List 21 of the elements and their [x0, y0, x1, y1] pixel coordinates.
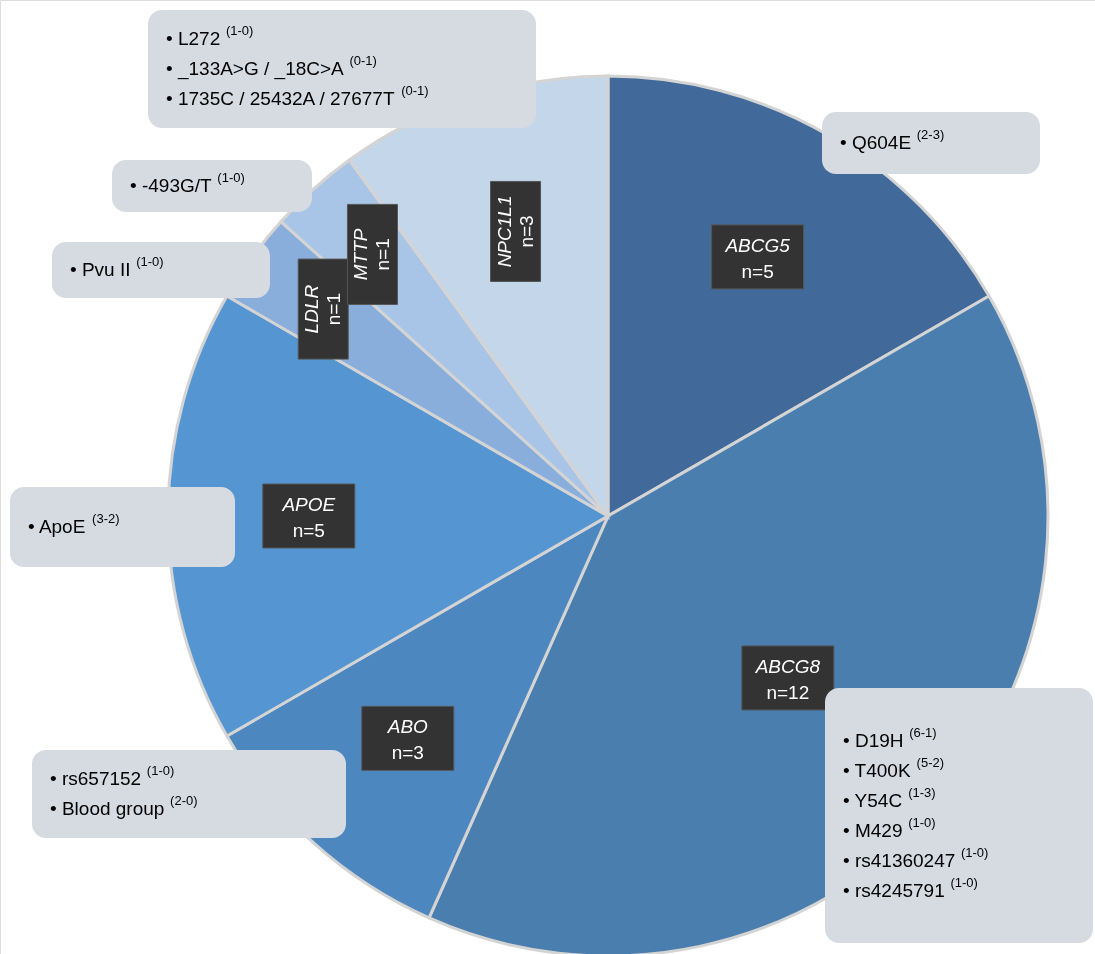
text: • ApoE (3-2): [28, 511, 120, 537]
text: • D19H (6-1) • T400K (5-2) • Y54C (1-3) • M429 (1-0) • rs41360247 (1-0) • rs4245791 (1-0): [843, 724, 989, 901]
slice-label: MTTP: [350, 228, 372, 281]
slice-label: ABCG5: [724, 234, 791, 256]
slice-label: LDLR: [301, 284, 323, 334]
data-label: n=12: [766, 681, 810, 703]
data-label: n=3: [391, 742, 424, 764]
data-label: n=3: [515, 215, 537, 248]
data-label: n=1: [323, 292, 345, 326]
text: • Pvu II (1-0): [70, 254, 164, 280]
slice-label: NPC1L1: [493, 195, 515, 268]
text: • L272 (1-0) • _133A>G / _18C>A (0-1) • 1735C / 25432A / 27677T (0-1): [166, 23, 429, 109]
text: • Q604E (2-3): [840, 127, 945, 153]
data-label: n=5: [292, 520, 325, 541]
data-label: n=5: [741, 260, 774, 282]
slice-label: ABCG8: [754, 655, 821, 677]
data-label: n=1: [372, 238, 394, 271]
text: • -493G/T (1-0): [130, 170, 245, 196]
slice-label: APOE: [281, 494, 336, 515]
text: • rs657152 (1-0) • Blood group (2-0): [50, 763, 198, 819]
slice-label: ABO: [386, 716, 429, 738]
